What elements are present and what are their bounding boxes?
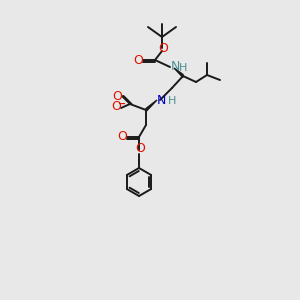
Text: O: O bbox=[133, 53, 143, 67]
Text: O: O bbox=[135, 142, 145, 155]
Text: O: O bbox=[111, 100, 121, 113]
Text: H: H bbox=[179, 63, 188, 73]
Text: O: O bbox=[158, 41, 168, 55]
Text: O: O bbox=[117, 130, 127, 143]
Text: N: N bbox=[171, 61, 180, 74]
Text: O: O bbox=[112, 89, 122, 103]
Text: −: − bbox=[118, 99, 126, 109]
Text: N: N bbox=[156, 94, 166, 106]
Polygon shape bbox=[146, 100, 157, 112]
Polygon shape bbox=[174, 68, 183, 77]
Text: H: H bbox=[168, 97, 176, 106]
